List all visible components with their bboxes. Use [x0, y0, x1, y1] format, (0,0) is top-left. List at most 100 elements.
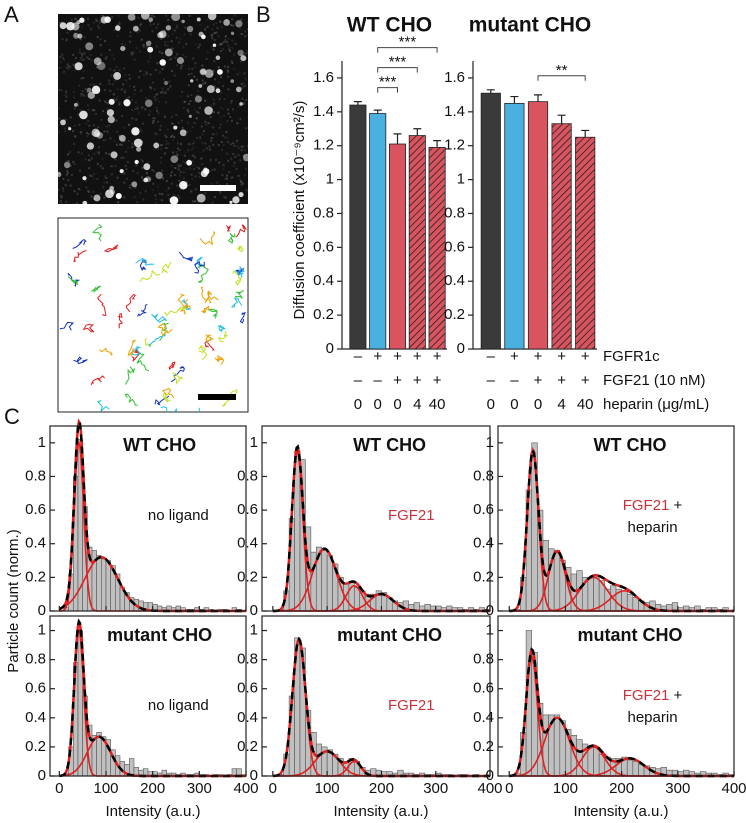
noise: [73, 96, 76, 99]
trajectory: [131, 348, 141, 362]
noise: [86, 104, 89, 107]
noise: [156, 93, 159, 96]
histogram-bar: [632, 597, 639, 612]
annotation-part: heparin: [628, 709, 678, 726]
noise: [179, 174, 182, 177]
spot: [145, 176, 152, 183]
noise: [200, 125, 203, 128]
noise: [70, 173, 73, 176]
noise: [130, 51, 133, 54]
noise: [72, 63, 75, 66]
noise: [59, 61, 62, 64]
noise: [129, 35, 132, 38]
noise: [164, 101, 167, 104]
noise: [146, 72, 149, 75]
noise: [75, 17, 78, 20]
spot: [204, 69, 214, 78]
noise: [243, 174, 246, 177]
noise: [123, 67, 126, 70]
noise: [193, 168, 196, 171]
spot: [73, 102, 78, 107]
condition-mark: +: [433, 372, 442, 389]
noise: [101, 167, 104, 170]
noise: [223, 195, 226, 198]
noise: [123, 140, 126, 143]
trajectory: [137, 303, 148, 317]
noise: [239, 178, 242, 181]
noise: [95, 18, 98, 21]
noise: [210, 136, 213, 139]
noise: [227, 38, 230, 41]
noise: [190, 190, 193, 193]
noise: [99, 193, 102, 196]
microscopy-image: [58, 14, 248, 204]
noise: [79, 57, 82, 60]
noise: [124, 91, 127, 94]
noise: [152, 23, 155, 26]
y-tick-label: 0: [250, 602, 258, 619]
annotation: heparin: [628, 709, 678, 726]
noise: [233, 68, 236, 71]
noise: [62, 190, 65, 193]
noise: [176, 153, 179, 156]
noise: [58, 88, 61, 91]
noise: [231, 62, 234, 65]
noise: [154, 98, 157, 101]
noise: [244, 52, 247, 55]
trajectory: [73, 250, 87, 263]
noise: [90, 59, 93, 62]
noise: [60, 196, 63, 199]
noise: [187, 149, 190, 152]
error-bar: [373, 109, 382, 114]
noise: [152, 119, 155, 122]
spot: [107, 115, 115, 124]
trajectory: [199, 230, 216, 246]
spot: [66, 21, 75, 31]
noise: [161, 193, 164, 196]
spot: [143, 163, 151, 171]
noise: [234, 155, 237, 158]
noise: [187, 121, 190, 124]
y-tick-label: 0.4: [473, 535, 494, 552]
noise: [115, 98, 118, 101]
noise: [64, 93, 67, 96]
noise: [240, 18, 243, 21]
y-tick-label: 0.6: [444, 238, 465, 255]
noise: [78, 188, 81, 191]
panel-label: C: [4, 404, 20, 429]
noise: [73, 107, 76, 110]
noise: [171, 33, 174, 36]
noise: [106, 130, 109, 133]
noise: [194, 188, 197, 191]
spot: [217, 69, 223, 75]
spot: [59, 22, 67, 30]
spot: [198, 31, 204, 37]
spot: [82, 200, 88, 204]
noise: [211, 201, 214, 204]
noise: [207, 122, 210, 125]
noise: [242, 85, 245, 88]
noise: [66, 63, 69, 66]
noise: [158, 100, 161, 103]
noise: [123, 43, 126, 46]
noise: [230, 119, 233, 122]
noise: [170, 164, 173, 167]
noise: [205, 57, 208, 60]
noise: [226, 174, 229, 177]
plot-frame: [497, 425, 735, 612]
noise: [204, 99, 207, 102]
noise: [125, 150, 128, 153]
condition-mark: 0: [393, 396, 401, 413]
noise: [142, 179, 145, 182]
x-tick-label: 400: [477, 780, 502, 797]
noise: [110, 74, 113, 77]
noise: [58, 117, 61, 120]
noise: [125, 79, 128, 82]
plot-title: mutant CHO: [107, 625, 212, 645]
noise: [63, 127, 66, 130]
noise: [92, 124, 95, 127]
condition-mark: 0: [534, 396, 542, 413]
noise: [239, 27, 242, 30]
noise: [198, 43, 201, 46]
noise: [135, 46, 138, 49]
